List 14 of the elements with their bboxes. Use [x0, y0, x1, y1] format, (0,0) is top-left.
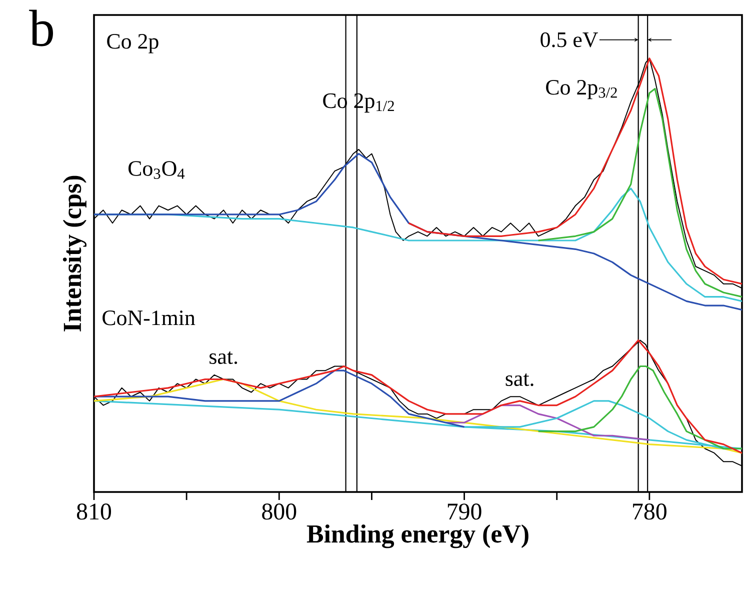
annotation: CoN-1min [102, 310, 196, 326]
x-tick-label: 810 [76, 504, 112, 520]
y-axis-title: Intensity (cps) [62, 176, 86, 332]
x-tick-label: 780 [633, 504, 666, 520]
text: b [29, 10, 53, 46]
text: Co 2p [107, 34, 158, 54]
annotation: sat. [210, 351, 238, 364]
x-tick-label: 790 [448, 504, 482, 520]
text: 0.5 eV [540, 32, 598, 48]
x-axis-title: Binding energy (eV) [306, 524, 528, 548]
annotation: Co$_{3}$O$_{4}$ [128, 161, 185, 179]
x-tick-label: 800 [262, 504, 296, 520]
annotation: sat. [506, 373, 534, 386]
annotation: Co 2p$_{3/2}$ [546, 80, 617, 100]
